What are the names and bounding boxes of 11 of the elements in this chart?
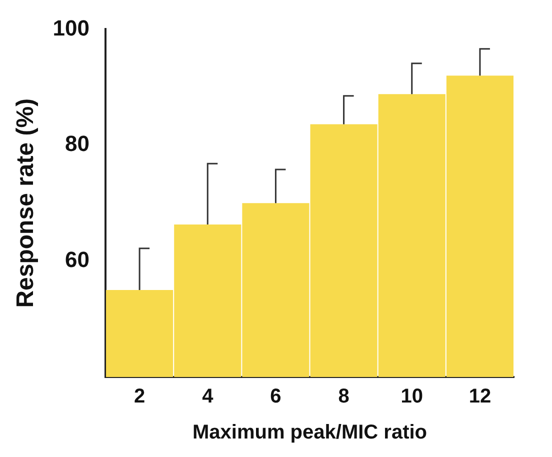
x-tick-label: 8 [338,386,350,408]
x-tick-label: 2 [134,386,146,408]
y-tick-label: 100 [52,15,90,40]
y-tick-label: 60 [65,247,90,272]
x-tick-label: 12 [468,386,492,408]
x-axis-title: Maximum peak/MIC ratio [192,422,428,444]
y-tick-label: 80 [65,131,90,156]
y-axis-title: Response rate (%) [12,98,40,308]
x-tick-label: 10 [400,386,423,408]
x-tick-label: 4 [202,386,214,408]
x-tick-label: 6 [270,386,282,408]
